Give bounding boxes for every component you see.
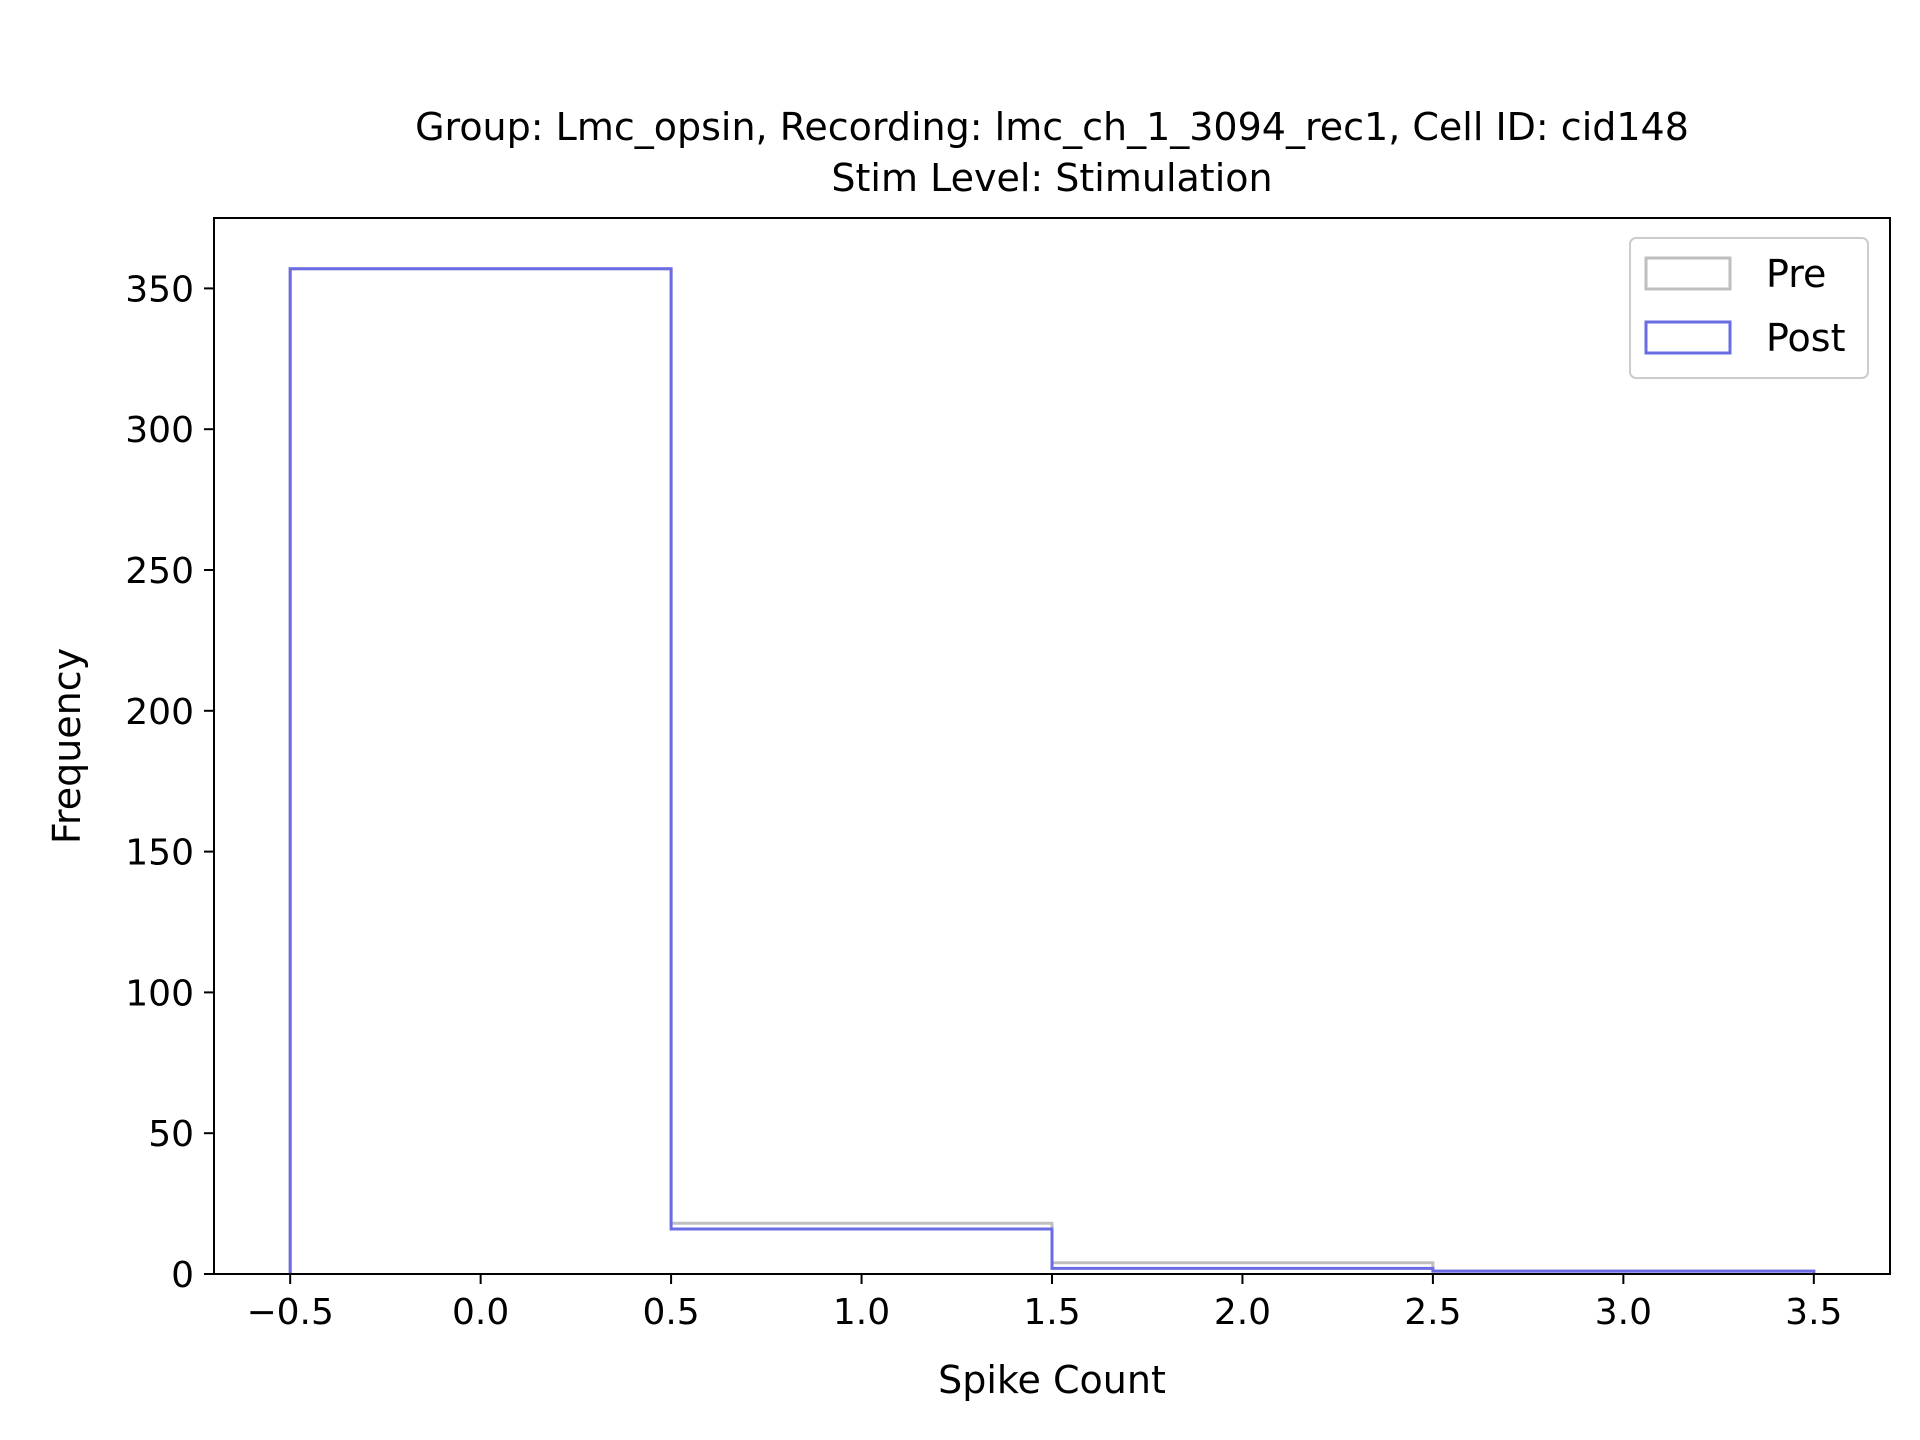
series-layer (288, 267, 1816, 1274)
y-tick-label: 50 (148, 1114, 194, 1155)
x-tick-label: 2.0 (1214, 1292, 1271, 1333)
legend-label-pre: Pre (1766, 252, 1826, 296)
x-tick-label: 0.0 (452, 1292, 509, 1333)
y-tick-label: 250 (125, 551, 194, 592)
legend-label-post: Post (1766, 316, 1846, 360)
chart-title-line2: Stim Level: Stimulation (831, 156, 1272, 200)
x-axis-label: Spike Count (938, 1358, 1166, 1402)
x-tick-label: 2.5 (1404, 1292, 1461, 1333)
legend-box (1629, 237, 1869, 379)
y-tick-label: 100 (125, 973, 194, 1014)
x-tick-label: 3.0 (1595, 1292, 1652, 1333)
y-tick-label: 0 (171, 1255, 194, 1296)
y-tick-label: 350 (125, 269, 194, 310)
y-axis: 0 50 100 150 200 250 300 350 (125, 269, 214, 1296)
y-axis-label: Frequency (45, 648, 89, 844)
y-tick-label: 150 (125, 833, 194, 874)
x-tick-label: 1.0 (833, 1292, 890, 1333)
x-tick-label: 3.5 (1785, 1292, 1842, 1333)
histogram-series-pre (288, 267, 1816, 1274)
legend: Pre Post (1629, 237, 1869, 379)
legend-swatch-post (1644, 320, 1732, 355)
x-tick-label: 0.5 (642, 1292, 699, 1333)
legend-swatch-pre (1644, 256, 1732, 291)
chart-title-line1: Group: Lmc_opsin, Recording: lmc_ch_1_30… (415, 105, 1689, 149)
y-tick-label: 200 (125, 692, 194, 733)
y-tick-label: 300 (125, 410, 194, 451)
histogram-series-post (288, 267, 1816, 1274)
x-tick-label: 1.5 (1023, 1292, 1080, 1333)
x-axis: −0.5 0.0 0.5 1.0 1.5 2.0 2.5 3.0 3.5 (246, 1274, 1842, 1333)
x-tick-label: −0.5 (246, 1292, 333, 1333)
